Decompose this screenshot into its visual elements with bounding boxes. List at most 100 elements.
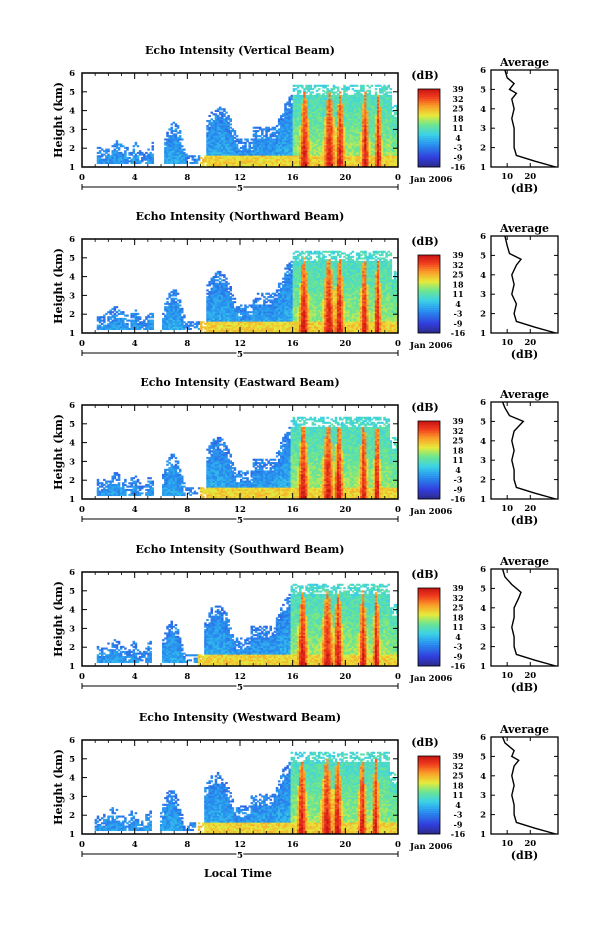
heatmap-cell <box>210 121 214 124</box>
heatmap-cell <box>242 156 245 160</box>
heatmap-cell <box>117 156 121 160</box>
heatmap-cell <box>301 109 304 113</box>
heatmap-cell <box>208 135 211 138</box>
heatmap-cell <box>218 138 222 141</box>
heatmap-cell <box>305 140 308 143</box>
heatmap-cell <box>326 116 329 119</box>
heatmap-cell <box>301 125 304 128</box>
heatmap-cell <box>138 151 142 154</box>
heatmap-cell <box>273 135 277 138</box>
heatmap-cell <box>227 153 230 156</box>
heatmap-cell <box>252 138 256 141</box>
heatmap-cell <box>122 158 125 161</box>
heatmap-cell <box>252 135 256 138</box>
heatmap-cell <box>339 91 342 94</box>
heatmap-cell <box>176 150 180 153</box>
heatmap-cell <box>294 128 298 131</box>
heatmap-cell <box>218 123 222 126</box>
heatmap-cell <box>298 98 302 101</box>
heatmap-cell <box>168 160 171 163</box>
heatmap-cell <box>124 146 127 149</box>
heatmap-cell <box>271 153 275 156</box>
heatmap-cell <box>189 161 192 165</box>
heatmap-cell <box>271 150 275 153</box>
heatmap-cell <box>326 148 329 151</box>
heatmap-cell <box>294 151 298 154</box>
heatmap-cell <box>258 128 262 131</box>
heatmap-cell <box>317 141 321 144</box>
heatmap-cell <box>258 141 262 144</box>
heatmap-cell <box>269 145 272 148</box>
heatmap-cell <box>298 130 302 133</box>
heatmap-cell <box>172 146 176 149</box>
heatmap-cell <box>267 148 270 151</box>
heatmap-cell <box>256 146 260 149</box>
heatmap-cell <box>317 145 321 148</box>
heatmap-cell <box>265 161 268 165</box>
heatmap-cell <box>174 146 178 149</box>
heatmap-cell <box>294 94 298 97</box>
heatmap-cell <box>311 101 315 104</box>
heatmap-cell <box>292 118 296 121</box>
heatmap-cell <box>280 150 283 153</box>
heatmap-cell <box>223 135 226 138</box>
heatmap-cell <box>315 89 319 92</box>
heatmap-cell <box>242 158 245 161</box>
heatmap-cell <box>130 158 133 161</box>
heatmap-cell <box>298 91 302 94</box>
heatmap-cell <box>303 104 306 107</box>
heatmap-cell <box>305 91 308 94</box>
heatmap-cell <box>212 145 216 148</box>
heatmap-cell <box>307 114 310 118</box>
heatmap-cell <box>111 145 114 148</box>
heatmap-cell <box>324 133 327 136</box>
heatmap-cell <box>113 145 117 148</box>
heatmap-cell <box>229 138 232 141</box>
heatmap-cell <box>273 145 277 148</box>
heatmap-cell <box>240 151 243 154</box>
heatmap-cell <box>286 151 289 154</box>
heatmap-cell <box>277 138 281 141</box>
heatmap-cell <box>296 91 300 94</box>
heatmap-cell <box>313 136 317 139</box>
heatmap-cell <box>303 148 306 151</box>
heatmap-cell <box>296 114 300 118</box>
heatmap-cell <box>305 116 308 119</box>
heatmap-cell <box>96 158 100 161</box>
heatmap-cell <box>280 140 283 143</box>
heatmap-cell <box>305 128 308 131</box>
heatmap-cell <box>214 155 218 158</box>
heatmap-cell <box>176 158 180 161</box>
heatmap-cell <box>280 135 283 138</box>
heatmap-cell <box>233 148 237 151</box>
heatmap-cell <box>240 161 243 165</box>
heatmap-cell <box>227 133 230 136</box>
heatmap-cell <box>282 131 285 134</box>
heatmap-cell <box>216 114 220 118</box>
heatmap-cell <box>208 160 211 163</box>
heatmap-cell <box>250 146 254 149</box>
heatmap-cell <box>298 135 302 138</box>
heatmap-cell <box>208 151 211 154</box>
heatmap-cell <box>212 161 216 165</box>
heatmap-cell <box>284 143 287 146</box>
heatmap-cell <box>113 161 117 165</box>
heatmap-cell <box>271 158 275 161</box>
heatmap-cell <box>296 104 300 107</box>
heatmap-cell <box>309 148 313 151</box>
colorbar-segment <box>418 161 440 164</box>
heatmap-cell <box>212 138 216 141</box>
heatmap-cell <box>248 151 251 154</box>
heatmap-cell <box>178 161 182 165</box>
heatmap-cell <box>237 161 241 165</box>
heatmap-cell <box>166 143 169 146</box>
heatmap-cell <box>128 160 131 163</box>
heatmap-cell <box>271 143 275 146</box>
heatmap-cell <box>322 111 325 114</box>
heatmap-cell <box>326 94 329 97</box>
heatmap-cell <box>315 158 319 161</box>
heatmap-cell <box>183 155 186 158</box>
heatmap-cell <box>216 138 220 141</box>
heatmap-cell <box>100 155 104 158</box>
